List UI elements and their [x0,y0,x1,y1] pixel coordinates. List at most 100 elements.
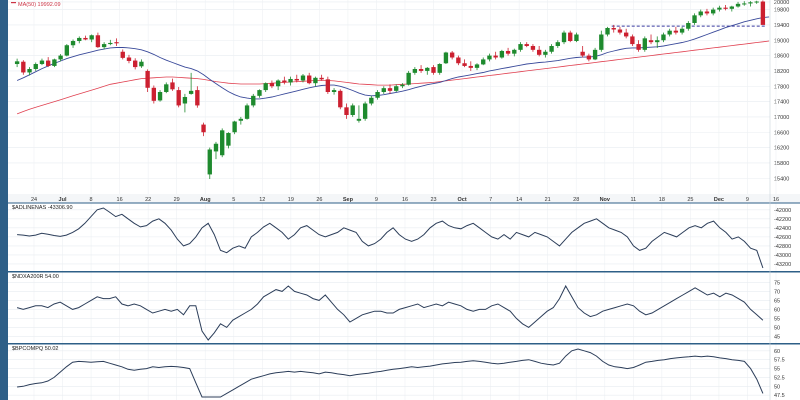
indicator-tick-label: -43000 [774,253,791,259]
date-tick-label: Aug [200,197,211,203]
candle-body [133,60,138,68]
candle-body [536,49,542,55]
candle-body [605,27,610,35]
candle-body [717,7,722,10]
indicator-tick-label: 60 [774,307,780,313]
candle-body [754,1,759,3]
price-tick-label: 15400 [774,176,789,182]
candle-body [350,105,355,115]
indicator-tick-label: 60 [774,349,780,355]
price-tick-label: 16600 [774,130,789,136]
candle-body [70,41,76,46]
candle-body [449,52,455,58]
candle-body [238,118,244,121]
candle-body [642,38,647,50]
candle-body [269,83,275,87]
candle-body [33,64,38,69]
candle-body [319,77,324,80]
candle-body [655,40,660,43]
candle-body [729,6,734,9]
indicator-legend: $ADLINENAS -43306.90 [12,205,73,211]
candle-body [623,32,629,37]
candle-body [244,105,250,119]
candle-body [58,55,63,60]
candle-body [679,28,685,33]
candle-body [561,32,567,43]
date-tick-label: 11 [630,197,636,203]
candle-body [474,64,480,68]
candle-body [543,51,548,55]
candle-body [220,130,225,156]
candle-body [14,61,20,65]
ma50-line [16,40,770,115]
candle-body [164,84,169,92]
candle-body [599,34,604,50]
date-tick-label: 26 [316,197,322,203]
candle-body [574,34,579,42]
price-tick-label: 16200 [774,146,789,152]
candle-body [580,51,585,56]
date-tick-label: 14 [516,197,522,203]
candle-body [493,55,498,58]
price-tick-label: 17400 [774,100,789,106]
candle-body [394,86,399,91]
candle-body [64,45,70,56]
candle-body [648,40,654,43]
candle-body [288,78,293,83]
candle-body [630,36,635,45]
candle-body [387,88,393,91]
candle-body [356,118,362,121]
candle-body [369,97,374,104]
candle-body [481,59,486,65]
date-tick-label: 16 [402,197,408,203]
indicator-tick-label: 57.5 [774,358,785,364]
candle-body [201,124,206,133]
candle-body [83,37,88,40]
candle-body [89,35,94,40]
date-tick-label: 9 [746,197,749,203]
candle-body [313,77,318,84]
candle-body [300,75,306,81]
candle-body [381,88,386,92]
candle-body [139,61,144,67]
date-tick-label: 5 [232,197,235,203]
candle-body [101,44,107,48]
candle-body [145,70,150,88]
candle-body [263,83,268,91]
candle-body [232,121,237,133]
price-tick-label: 18600 [774,54,789,60]
date-tick-label: 25 [687,197,693,203]
price-tick-label: 15800 [774,161,789,167]
price-tick-label: 17000 [774,115,789,121]
date-tick-label: Sep [343,197,354,203]
candle-body [182,96,188,104]
legend-swatch [11,2,16,4]
date-tick-label: 18 [659,197,665,203]
candle-body [338,90,343,108]
candle-body [207,149,212,175]
candle-body [686,23,691,29]
indicator-tick-label: 75 [774,280,780,286]
candle-body [213,143,219,152]
date-tick-label: 16 [117,197,123,203]
indicator-tick-label: 45 [774,334,780,340]
candle-body [108,42,113,45]
candle-body [46,60,51,66]
price-tick-label: 17800 [774,84,789,90]
indicator-tick-label: -42800 [774,244,791,250]
candle-body [151,87,157,101]
candle-body [462,63,467,66]
indicator-tick-label: 70 [774,289,780,295]
candle-body [226,133,231,146]
indicator-tick-label: 52.5 [774,375,785,381]
indicator-tick-label: -43200 [774,262,791,268]
date-tick-label: Jul [59,197,67,203]
date-tick-label: 28 [573,197,579,203]
candle-body [325,79,331,92]
candle-body [611,27,616,30]
price-tick-label: 20000 [774,0,789,6]
indicator-tick-label: -42200 [774,217,791,223]
price-tick-label: 19800 [774,8,789,14]
